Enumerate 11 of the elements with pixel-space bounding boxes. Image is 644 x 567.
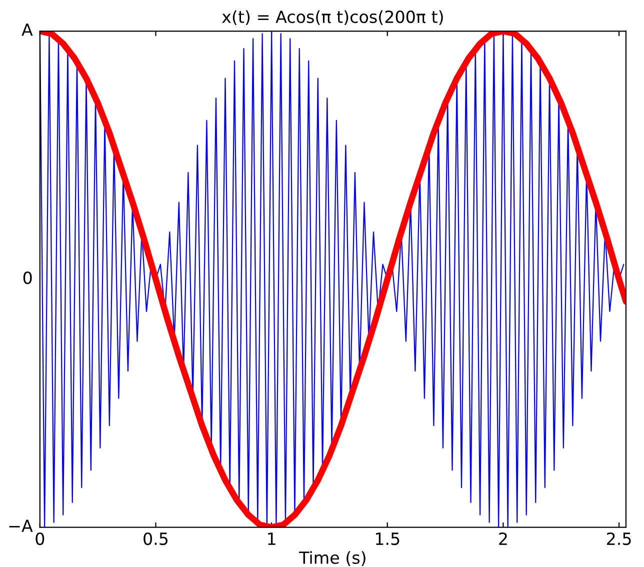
chart-title: x(t) = Acos(π t)cos(200π t) [222,10,443,26]
x-tick-label: 2 [499,532,507,545]
text: 0 [23,271,32,284]
x-axis-title: Time (s) [299,551,366,566]
x-tick-label: 1.5 [376,532,400,546]
x-tick-label: 0.5 [144,532,168,546]
text: A [22,24,33,36]
x-tick-label: 1 [268,532,276,545]
x-tick-label: 2.5 [606,532,631,546]
x-tick-label: 0 [36,532,44,546]
text: −A [9,520,33,532]
